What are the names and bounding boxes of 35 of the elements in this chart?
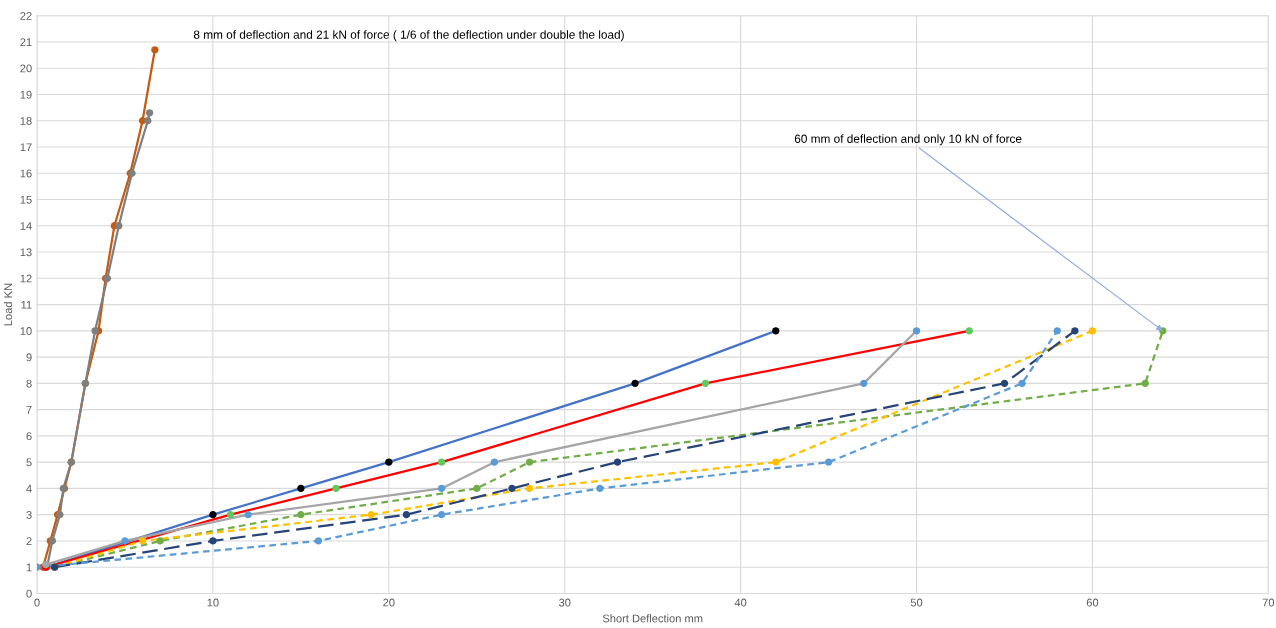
y-tick-label: 5	[26, 458, 32, 467]
y-tick-label: 20	[20, 64, 32, 73]
y-tick-label: 12	[20, 274, 32, 283]
x-tick-label: 30	[558, 598, 571, 607]
y-tick-label: 0	[26, 589, 32, 598]
y-tick-label: 7	[26, 406, 32, 414]
y-tick-label: 4	[26, 484, 32, 493]
y-tick-label: 10	[20, 327, 32, 335]
x-axis-title: Short Deflection mm	[602, 614, 703, 623]
y-tick-label: 21	[20, 38, 32, 46]
y-tick-label: 9	[26, 353, 32, 362]
y-tick-label: 8	[26, 379, 32, 388]
x-tick-label: 50	[910, 598, 923, 607]
y-axis-title: Load KN	[3, 283, 13, 326]
y-tick-label: 16	[20, 169, 32, 178]
y-tick-label: 13	[20, 248, 32, 257]
x-tick-label: 10	[207, 598, 219, 607]
y-tick-label: 1	[26, 563, 32, 572]
x-tick-label: 20	[383, 598, 395, 607]
y-tick-label: 15	[20, 195, 32, 204]
y-tick-label: 19	[20, 90, 32, 99]
x-tick-label: 0	[34, 598, 40, 607]
annotation: 8 mm of deflection and 21 kN of force ( 1/6 of the deflection under double the load)	[193, 30, 624, 42]
y-tick-label: 3	[26, 510, 32, 519]
annotation: 60 mm of deflection and only 10 kN of force	[794, 134, 1022, 146]
y-tick-label: 14	[20, 222, 32, 230]
y-tick-label: 11	[21, 300, 32, 309]
y-tick-label: 6	[26, 432, 32, 441]
y-tick-label: 17	[20, 143, 32, 152]
y-tick-label: 2	[26, 537, 32, 545]
y-tick-label: 18	[20, 117, 32, 125]
y-tick-label: 22	[20, 11, 32, 20]
x-tick-label: 70	[1262, 598, 1275, 607]
x-tick-label: 60	[1086, 598, 1099, 607]
x-tick-label: 40	[734, 598, 747, 607]
